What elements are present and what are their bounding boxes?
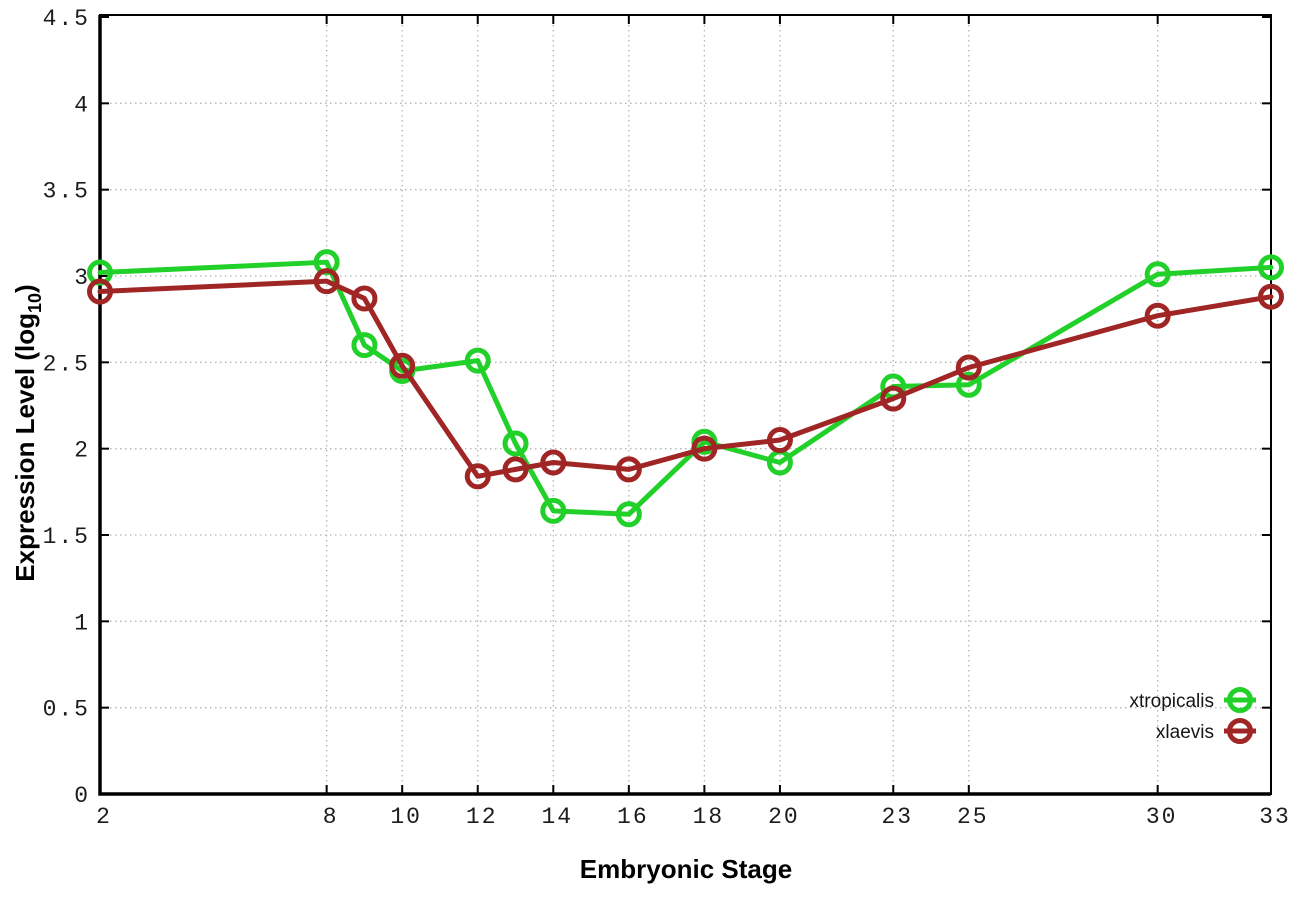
data-point-xlaevis <box>880 385 907 412</box>
series-line-xtropicalis <box>97 259 1274 517</box>
y-axis-title: Expression Level (log10) <box>10 284 45 581</box>
y-axis-title-subscript: 10 <box>25 293 45 313</box>
data-point-xtropicalis <box>615 501 642 528</box>
data-point-xlaevis <box>540 449 567 476</box>
y-tick-label: 2.5 <box>43 351 90 377</box>
x-tick-label: 8 <box>323 804 339 830</box>
x-tick-label: 25 <box>957 804 989 830</box>
data-point-xtropicalis <box>955 371 982 398</box>
data-point-xlaevis <box>87 278 113 305</box>
plot-area: 2 8 10 12 14 16 18 20 23 25 30 33 0 0.5 1 1.5 2 2.5 3 3.5 4 4… <box>43 6 1291 830</box>
y-tick-label: 4 <box>74 92 90 118</box>
data-point-xlaevis <box>691 435 718 462</box>
data-point-xlaevis <box>955 354 982 381</box>
y-axis-title-text: Expression Level (log <box>10 313 40 582</box>
legend-marker-xtropicalis <box>1227 687 1253 713</box>
data-point-xtropicalis <box>540 497 567 524</box>
y-tick-label: 0 <box>74 783 90 809</box>
x-axis-title: Embryonic Stage <box>580 854 792 884</box>
data-point-xlaevis <box>766 427 793 454</box>
data-point-xtropicalis <box>351 332 378 359</box>
y-tick-label: 1.5 <box>43 524 90 550</box>
data-point-xtropicalis <box>502 430 529 457</box>
data-point-xlaevis <box>1144 302 1171 329</box>
data-point-xlaevis <box>313 268 340 295</box>
x-tick-label: 10 <box>390 804 422 830</box>
x-tick-label: 33 <box>1259 804 1291 830</box>
data-point-xlaevis <box>615 456 642 483</box>
x-tick-label: 2 <box>96 804 112 830</box>
data-point-xtropicalis <box>1144 261 1171 288</box>
legend-label-xtropicalis: xtropicalis <box>1130 691 1214 712</box>
data-point-xtropicalis <box>464 347 491 374</box>
x-tick-label: 14 <box>541 804 573 830</box>
y-tick-label: 3 <box>74 265 90 291</box>
data-point-xlaevis <box>351 285 378 312</box>
y-tick-label: 4.5 <box>43 6 90 32</box>
x-tick-label: 18 <box>693 804 725 830</box>
x-tick-label: 20 <box>768 804 800 830</box>
y-axis-title-close: ) <box>10 284 40 293</box>
data-point-xlaevis <box>1258 283 1284 310</box>
x-tick-label: 12 <box>466 804 498 830</box>
x-tick-label: 23 <box>881 804 913 830</box>
y-tick-label: 2 <box>74 438 90 464</box>
legend-marker-xlaevis <box>1227 718 1253 744</box>
plot-border <box>99 14 1272 795</box>
legend-label-xlaevis: xlaevis <box>1156 722 1214 743</box>
data-point-xtropicalis <box>1258 254 1284 281</box>
y-tick-label: 3.5 <box>43 179 90 205</box>
y-tick-label: 0.5 <box>43 697 90 723</box>
data-point-xlaevis <box>502 456 529 483</box>
x-tick-label: 16 <box>617 804 649 830</box>
data-point-xlaevis <box>389 352 416 379</box>
y-tick-label: 1 <box>74 610 90 636</box>
plot-axis-lines <box>98 15 1271 796</box>
data-point-xlaevis <box>464 463 491 490</box>
x-tick-label: 30 <box>1146 804 1178 830</box>
